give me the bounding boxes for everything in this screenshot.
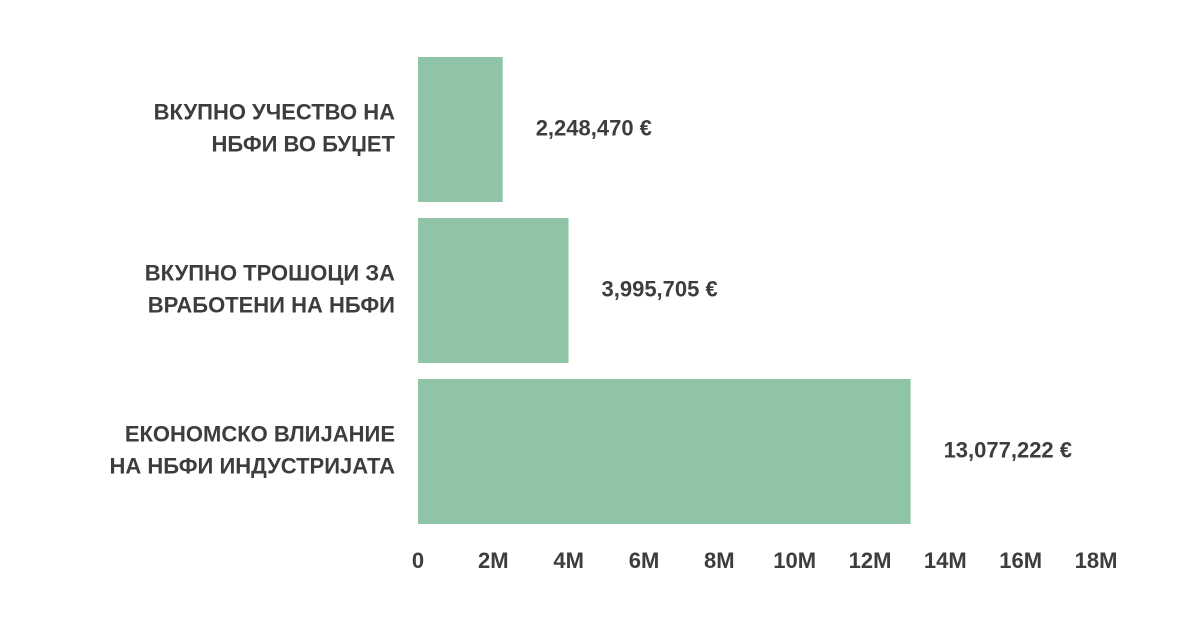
x-tick-label: 10M	[773, 548, 816, 573]
x-tick-label: 14M	[924, 548, 967, 573]
x-tick-label: 0	[412, 548, 424, 573]
x-tick-label: 4M	[553, 548, 584, 573]
x-tick-label: 12M	[849, 548, 892, 573]
value-label: 3,995,705 €	[602, 276, 718, 301]
category-label: ВКУПНО УЧЕСТВО НА	[154, 99, 396, 124]
x-tick-label: 8M	[704, 548, 735, 573]
category-label: ВКУПНО ТРОШОЦИ ЗА	[145, 260, 395, 285]
category-label: ЕКОНОМСКО ВЛИЈАНИЕ	[125, 421, 395, 446]
category-label: ВРАБОТЕНИ НА НБФИ	[148, 292, 395, 317]
category-label: НА НБФИ ИНДУСТРИЈАТА	[109, 453, 395, 478]
x-tick-label: 16M	[999, 548, 1042, 573]
x-tick-label: 6M	[629, 548, 660, 573]
x-tick-label: 18M	[1075, 548, 1118, 573]
bar	[418, 379, 911, 524]
bar	[418, 57, 503, 202]
x-tick-label: 2M	[478, 548, 509, 573]
value-label: 2,248,470 €	[536, 115, 652, 140]
category-label: НБФИ ВО БУЏЕТ	[211, 131, 395, 156]
bar	[418, 218, 569, 363]
value-label: 13,077,222 €	[944, 437, 1072, 462]
